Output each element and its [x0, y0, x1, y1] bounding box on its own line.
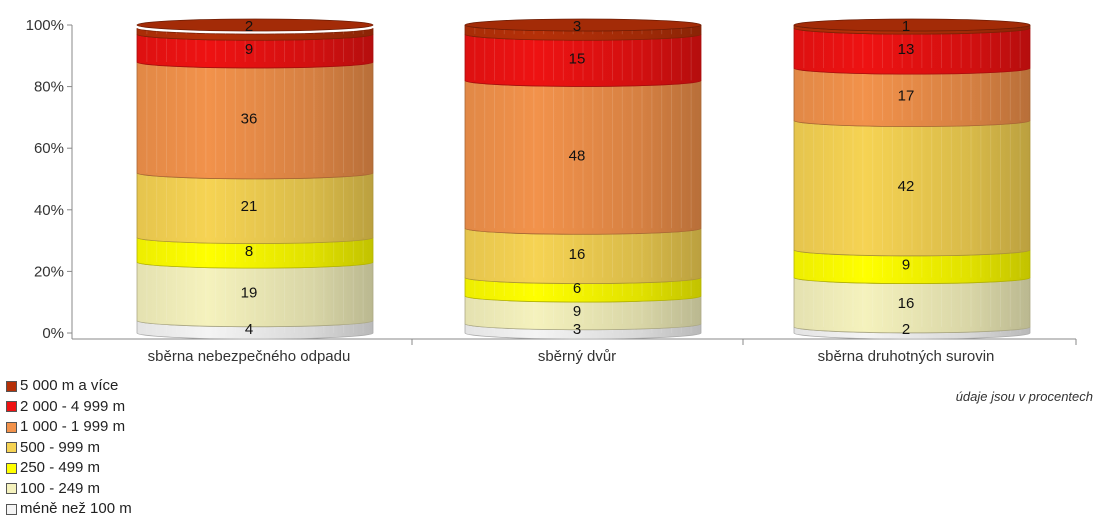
legend-swatch: [6, 483, 17, 495]
legend-item: 5 000 m a více: [6, 376, 132, 397]
data-label: 1: [902, 18, 910, 35]
cylinder-top: [793, 18, 1031, 32]
cylinder-0: 4 19 8 21 36 9 2: [136, 18, 374, 340]
legend-label: 500 - 999 m: [20, 438, 101, 456]
data-label: 42: [898, 178, 915, 195]
y-tick-label: 20%: [34, 263, 64, 280]
data-label: 8: [245, 243, 253, 260]
data-label: 2: [902, 321, 910, 338]
data-label: 9: [902, 257, 910, 274]
legend-item: 2 000 - 4 999 m: [6, 397, 132, 418]
y-tick-label: 60%: [34, 140, 64, 157]
legend-item: 1 000 - 1 999 m: [6, 417, 132, 438]
legend-item: 100 - 249 m: [6, 479, 132, 500]
data-label: 13: [898, 41, 915, 58]
category-label: sběrna druhotných surovin: [818, 348, 995, 365]
data-label: 17: [898, 87, 915, 104]
legend-item: 500 - 999 m: [6, 438, 132, 459]
data-label: 3: [573, 18, 581, 35]
data-label: 9: [573, 303, 581, 320]
legend-swatch: [6, 442, 17, 454]
data-label: 19: [241, 284, 258, 301]
legend-item: 250 - 499 m: [6, 458, 132, 479]
legend-swatch: [6, 421, 17, 433]
category-label: sběrna nebezpečného odpadu: [148, 348, 351, 365]
data-label: 36: [241, 110, 258, 127]
legend-swatch: [6, 380, 17, 392]
legend-label: 1 000 - 1 999 m: [20, 418, 126, 435]
cylinder-2: 2 16 9 42 17 13 1: [793, 18, 1031, 340]
y-tick-label: 80%: [34, 79, 64, 96]
legend-swatch: [6, 503, 17, 515]
legend-swatch: [6, 462, 17, 474]
data-label: 16: [898, 295, 915, 312]
data-label: 48: [569, 147, 586, 164]
legend-label: 5 000 m a více: [20, 377, 119, 394]
bar-segment: [136, 27, 374, 41]
legend-swatch: [6, 401, 17, 413]
chart-note: údaje jsou v procentech: [955, 389, 1093, 404]
y-tick-label: 0%: [42, 325, 64, 342]
y-tick-label: 40%: [34, 202, 64, 219]
legend-item: méně než 100 m: [6, 499, 132, 520]
cylinder-top: [136, 18, 374, 32]
data-label: 6: [573, 280, 581, 297]
legend-label: 100 - 249 m: [20, 479, 101, 497]
data-label: 2: [245, 18, 253, 35]
data-label: 9: [245, 41, 253, 58]
legend-label: 250 - 499 m: [20, 459, 101, 476]
legend-label: 2 000 - 4 999 m: [20, 397, 126, 415]
cylinder-top: [464, 18, 702, 32]
data-label: 16: [569, 246, 586, 263]
legend: 5 000 m a více 2 000 - 4 999 m 1 000 - 1 9…: [6, 376, 132, 520]
category-label: sběrný dvůr: [538, 348, 616, 365]
legend-label: méně než 100 m: [20, 500, 132, 517]
data-label: 21: [241, 198, 258, 215]
data-label: 3: [573, 321, 581, 338]
data-label: 15: [569, 50, 586, 67]
y-tick-label: 100%: [26, 17, 64, 34]
data-label: 4: [245, 321, 253, 338]
